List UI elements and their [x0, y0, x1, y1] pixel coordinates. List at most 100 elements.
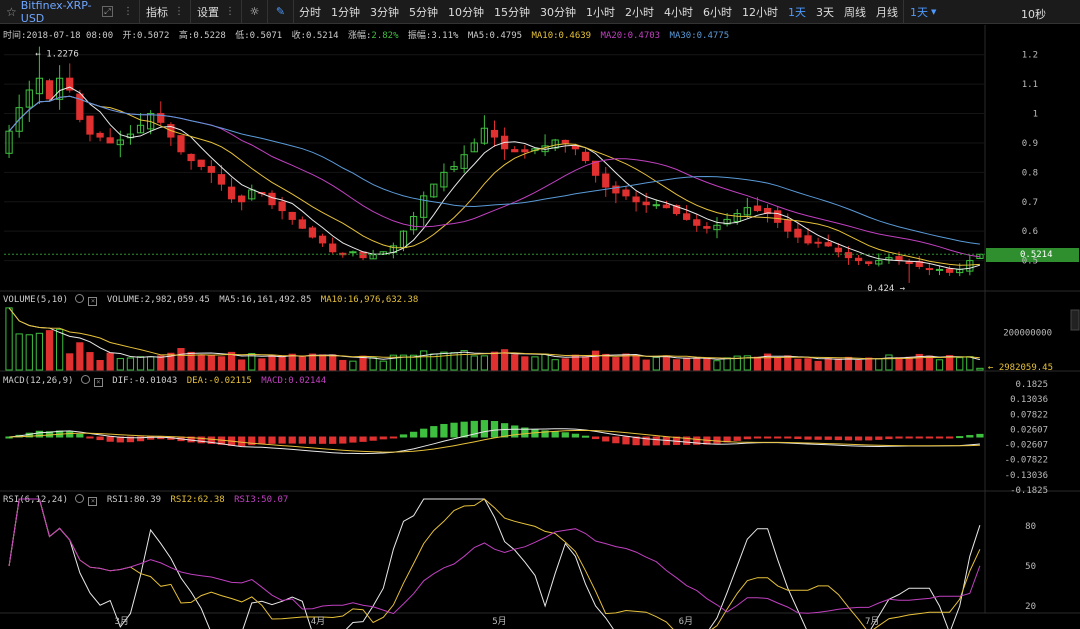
volume-bar [389, 354, 398, 371]
interval-tab-2[interactable]: 3分钟 [370, 5, 399, 19]
interval-tab-5[interactable]: 15分钟 [494, 5, 530, 19]
rsi1-line [8, 498, 981, 629]
macd-histogram-bar [976, 433, 984, 438]
volume-bar [683, 357, 691, 371]
interval-tab-12[interactable]: 1天 [788, 5, 806, 19]
interval-tab-0[interactable]: 分时 [299, 5, 321, 19]
more-icon[interactable]: ⋮ [123, 6, 133, 17]
volume-bar [55, 328, 64, 371]
volume-bar [875, 358, 883, 371]
candle-body [318, 235, 327, 244]
macd-histogram-bar [622, 436, 630, 445]
refresh-interval[interactable]: 10秒 [1021, 8, 1046, 21]
macd-histogram-bar [126, 436, 135, 443]
gear-icon[interactable]: ☼ [242, 0, 268, 23]
volume-bar [854, 359, 863, 371]
volume-bar [278, 355, 286, 371]
candle-body [288, 211, 296, 220]
volume-bar [369, 357, 377, 371]
volume-bar [35, 332, 44, 371]
interval-tab-11[interactable]: 12小时 [742, 5, 778, 19]
interval-tab-7[interactable]: 1小时 [586, 5, 615, 19]
volume-bar [814, 360, 822, 371]
rsi1: RSI1:80.39 [106, 495, 162, 505]
macd-histogram-bar [774, 436, 782, 439]
pencil-icon[interactable]: ✎ [268, 0, 294, 23]
macd-value: MACD:0.02144 [261, 376, 327, 386]
volume-bar [248, 353, 256, 371]
macd-histogram-bar [460, 421, 468, 438]
rsi2: RSI2:62.38 [170, 495, 225, 505]
volume-bar [743, 355, 751, 371]
volume-bar [217, 356, 226, 371]
close-icon[interactable]: × [88, 297, 98, 306]
interval-tab-1[interactable]: 1分钟 [331, 5, 360, 19]
candle-body [96, 132, 104, 138]
more-icon: ⋮ [174, 6, 184, 17]
settings-button[interactable]: 设置 ⋮ [191, 0, 242, 23]
macd-histogram-bar [895, 436, 903, 439]
gear-icon[interactable] [80, 375, 90, 384]
candle-body [865, 261, 873, 265]
macd-histogram-bar [288, 436, 296, 444]
candle-body [116, 139, 124, 146]
volume-bar [895, 357, 903, 371]
volume-bar [662, 355, 671, 371]
candle-body [298, 219, 306, 229]
macd-histogram-bar [945, 436, 954, 439]
volume-bar [147, 356, 155, 371]
candle-body [763, 207, 772, 215]
macd-histogram-bar [854, 436, 863, 441]
macd-histogram-bar [875, 436, 883, 440]
info-close: 收:0.5214 [291, 31, 339, 41]
close-icon[interactable]: × [88, 497, 98, 506]
ma10-line [8, 95, 980, 266]
period-dropdown-label: 1天 [910, 5, 928, 19]
candle-body [511, 149, 519, 153]
period-dropdown[interactable]: 1天 ▼ [903, 0, 942, 23]
interval-tab-6[interactable]: 30分钟 [540, 5, 576, 19]
candle-body [25, 89, 33, 108]
interval-tab-3[interactable]: 5分钟 [409, 5, 438, 19]
candle-body [652, 204, 660, 207]
macd-histogram-bar [136, 436, 145, 442]
indicators-button[interactable]: 指标 ⋮ [140, 0, 191, 23]
volume-bar [511, 354, 519, 371]
interval-tab-13[interactable]: 3天 [816, 5, 834, 19]
expand-icon[interactable]: ⤢ [102, 6, 113, 17]
volume-bar [399, 354, 408, 371]
macd-histogram-bar [440, 423, 448, 438]
interval-tab-4[interactable]: 10分钟 [448, 5, 484, 19]
interval-tab-8[interactable]: 2小时 [625, 5, 654, 19]
macd-histogram-bar [430, 426, 438, 438]
star-icon[interactable]: ☆ [6, 4, 17, 19]
volume-bar [359, 355, 367, 371]
candle-body [227, 186, 236, 200]
price-tick-label: 1.1 [1022, 80, 1038, 90]
volume-bar [976, 367, 984, 371]
macd-tick-label: 0.13036 [1010, 395, 1048, 405]
volume-bar [925, 355, 934, 371]
macd-histogram-bar [86, 436, 94, 439]
macd-histogram-bar [106, 436, 114, 442]
candle-body [561, 139, 569, 144]
interval-tab-9[interactable]: 4小时 [664, 5, 693, 19]
interval-tab-10[interactable]: 6小时 [703, 5, 732, 19]
info-high: 高:0.5228 [178, 31, 226, 41]
macd-histogram-bar [329, 436, 337, 444]
macd-histogram-bar [713, 436, 721, 444]
volume-bar [905, 356, 913, 371]
volume-bar [865, 357, 873, 371]
symbol-selector[interactable]: ☆ Bitfinex-XRP-USD ⤢ ⋮ [0, 0, 140, 25]
close-icon[interactable]: × [93, 378, 103, 387]
indicators-label: 指标 [146, 5, 168, 19]
gear-icon[interactable] [75, 294, 85, 303]
interval-tab-14[interactable]: 周线 [844, 5, 866, 19]
candle-body [581, 151, 590, 162]
interval-tab-15[interactable]: 月线 [876, 5, 898, 19]
candle-body [966, 260, 974, 272]
macd-histogram-bar [500, 423, 509, 438]
macd-histogram-bar [389, 436, 398, 439]
gear-icon[interactable] [75, 494, 85, 503]
